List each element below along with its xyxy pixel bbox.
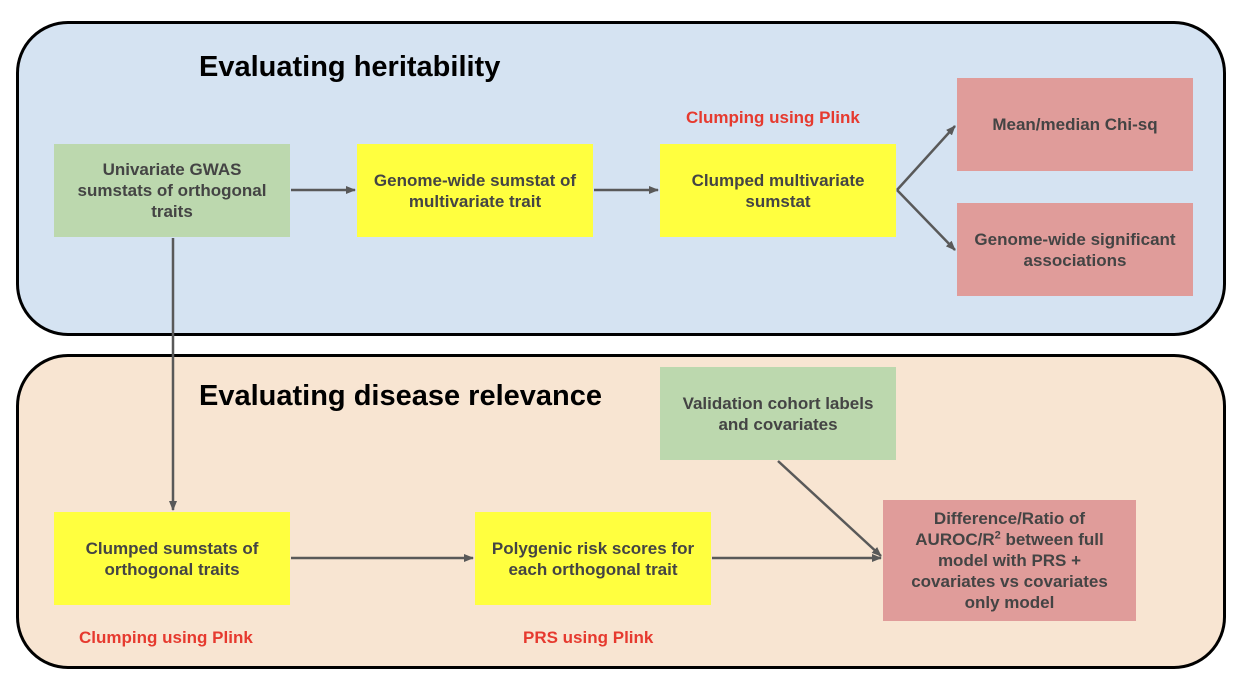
- clumped-multivariate-label: Clumped multivariate sumstat: [691, 170, 865, 211]
- clumped-orthogonal-label: Clumped sumstats of orthogonal traits: [85, 538, 259, 579]
- validation-cohort-label: Validation cohort labels and covariates: [682, 393, 874, 434]
- univariate-gwas-label: Univariate GWAS sumstats of orthogonal t…: [77, 160, 267, 221]
- clumped-multivariate-node: Clumped multivariate sumstat: [660, 144, 896, 237]
- mean-median-chisq-node: Mean/median Chi-sq: [957, 78, 1193, 171]
- genome-wide-significant-node: Genome-wide significant associations: [957, 203, 1193, 296]
- auroc-ratio-suffix: between full model with PRS + covariates…: [911, 530, 1108, 612]
- clumping-note-bottom: Clumping using Plink: [79, 628, 253, 647]
- arrow-clumped-to-chisq: [896, 125, 956, 191]
- polygenic-risk-scores-label: Polygenic risk scores for each orthogona…: [491, 538, 695, 579]
- arrow-validation-to-auroc: [777, 460, 882, 557]
- auroc-ratio-label: Difference/Ratio of AUROC/R2 between ful…: [895, 508, 1124, 613]
- disease-relevance-title: Evaluating disease relevance: [199, 380, 602, 412]
- mean-median-chisq-label: Mean/median Chi-sq: [992, 115, 1158, 134]
- heritability-title: Evaluating heritability: [199, 51, 501, 83]
- auroc-ratio-superscript: 2: [994, 529, 1001, 542]
- auroc-ratio-prefix: Difference/Ratio of AUROC/R: [915, 509, 1086, 549]
- arrow-clumped-to-significant: [896, 189, 956, 251]
- genome-wide-sumstat-node: Genome-wide sumstat of multivariate trai…: [357, 144, 593, 237]
- polygenic-risk-scores-node: Polygenic risk scores for each orthogona…: [475, 512, 711, 605]
- genome-wide-significant-label: Genome-wide significant associations: [974, 229, 1176, 270]
- univariate-gwas-node: Univariate GWAS sumstats of orthogonal t…: [54, 144, 290, 237]
- validation-cohort-node: Validation cohort labels and covariates: [660, 367, 896, 460]
- clumping-note-top: Clumping using Plink: [686, 108, 860, 127]
- auroc-ratio-node: Difference/Ratio of AUROC/R2 between ful…: [883, 500, 1136, 621]
- genome-wide-sumstat-label: Genome-wide sumstat of multivariate trai…: [373, 170, 577, 211]
- prs-note: PRS using Plink: [523, 628, 654, 647]
- clumped-orthogonal-node: Clumped sumstats of orthogonal traits: [54, 512, 290, 605]
